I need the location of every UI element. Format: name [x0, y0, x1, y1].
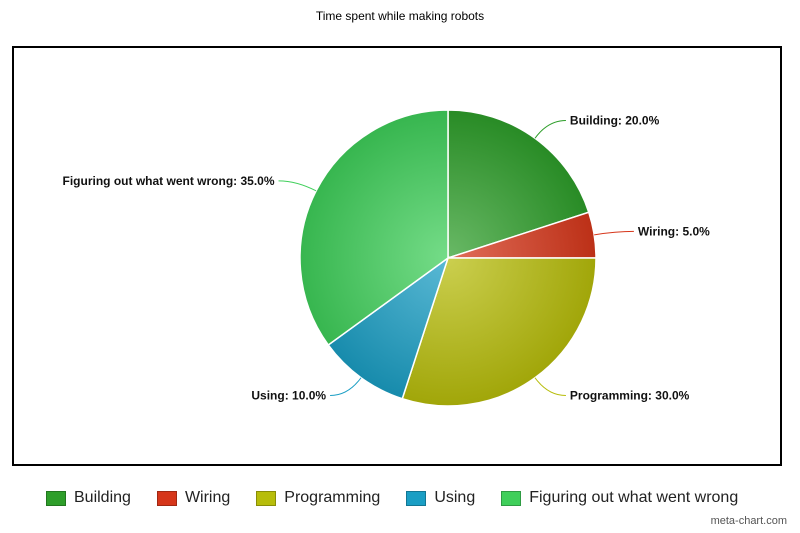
credit-text[interactable]: meta-chart.com — [710, 515, 787, 527]
slice-data-label: Building: 20.0% — [570, 113, 660, 127]
leader-line — [534, 377, 566, 397]
legend-swatch — [501, 490, 522, 506]
legend-item[interactable]: Programming — [256, 489, 380, 507]
pie-slice-building[interactable] — [447, 109, 590, 260]
legend: Building Wiring Programming Using Figuring o… — [46, 489, 764, 507]
leader-line — [534, 119, 566, 139]
leader-line — [330, 377, 362, 397]
chart-title: Time spent while making robots — [315, 9, 485, 23]
legend-label: Programming — [284, 489, 381, 506]
slice-data-label: Figuring out what went wrong: 35.0% — [63, 174, 275, 188]
legend-item[interactable]: Wiring — [156, 489, 231, 507]
pie-slice-programming[interactable] — [401, 257, 597, 407]
plot-area: Building: 20.0% Wiring: 5.0% Programming: … — [12, 46, 782, 466]
legend-swatch — [46, 490, 66, 506]
pie-chart: Building: 20.0% Wiring: 5.0% Programming: … — [63, 109, 710, 407]
legend-label: Building — [74, 489, 131, 506]
legend-swatch — [406, 490, 427, 506]
legend-label: Wiring — [184, 489, 231, 506]
leader-line — [594, 230, 634, 236]
legend-item[interactable]: Using — [406, 489, 475, 507]
slice-data-label: Using: 10.0% — [251, 389, 326, 403]
leader-line — [278, 180, 317, 192]
legend-swatch — [256, 490, 277, 506]
pie-slice-figuring-out-what-went-wrong[interactable] — [299, 109, 449, 347]
slice-data-label: Programming: 30.0% — [570, 389, 690, 403]
slice-data-label: Wiring: 5.0% — [638, 224, 710, 238]
legend-item[interactable]: Building — [46, 489, 131, 507]
legend-swatch — [156, 490, 177, 506]
legend-label: Using — [434, 489, 476, 506]
legend-label: Figuring out what went wrong — [529, 489, 739, 506]
legend-item[interactable]: Figuring out what went wrong — [501, 489, 738, 507]
